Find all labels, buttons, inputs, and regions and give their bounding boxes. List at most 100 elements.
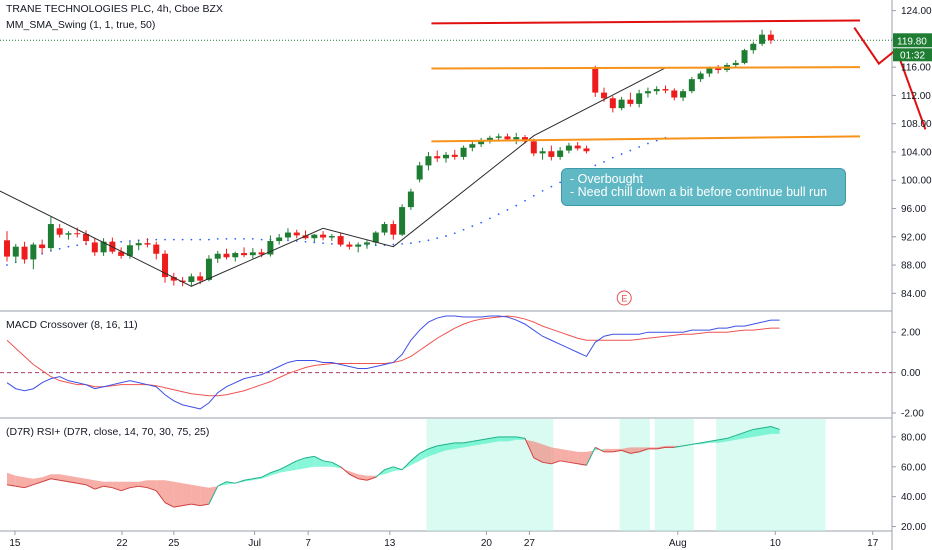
candle-body bbox=[284, 232, 291, 238]
annotation-callout[interactable]: - Overbought - Need chill down a bit bef… bbox=[561, 168, 846, 206]
candle-body bbox=[539, 151, 546, 154]
rsi-line-segment bbox=[68, 481, 78, 484]
candle-body bbox=[197, 276, 204, 281]
candle bbox=[118, 247, 125, 259]
rsi-band-segment bbox=[498, 436, 508, 442]
candle bbox=[65, 231, 72, 240]
rsi-line-segment bbox=[375, 469, 385, 478]
sma-point bbox=[287, 239, 289, 242]
rsi-band-segment bbox=[551, 447, 561, 464]
candle bbox=[21, 241, 28, 264]
candle bbox=[715, 65, 722, 74]
sma-point bbox=[6, 264, 8, 266]
price-axis-label: 96.00 bbox=[901, 204, 926, 215]
candle-body bbox=[320, 234, 327, 238]
candle bbox=[460, 145, 467, 160]
rsi-line-segment bbox=[200, 503, 210, 507]
candle-body bbox=[732, 62, 739, 66]
candle-body bbox=[135, 243, 142, 246]
sma-point bbox=[550, 185, 553, 188]
rsi-overbought-zone bbox=[619, 419, 650, 531]
candle-body bbox=[179, 280, 186, 283]
candle bbox=[205, 255, 212, 282]
candle bbox=[135, 240, 142, 251]
candle-body bbox=[83, 233, 90, 242]
rsi-band-segment bbox=[770, 426, 780, 434]
candle bbox=[644, 87, 651, 98]
candle bbox=[12, 243, 19, 263]
rsi-line-segment bbox=[278, 464, 289, 471]
candle bbox=[425, 151, 432, 171]
candle-body bbox=[118, 251, 125, 256]
candle bbox=[284, 228, 291, 240]
candle-body bbox=[451, 154, 458, 157]
price-axis-label: 112.00 bbox=[901, 91, 931, 102]
candle bbox=[4, 231, 10, 262]
sma-point bbox=[594, 164, 597, 167]
rsi-line-segment bbox=[331, 461, 341, 468]
candle-body bbox=[56, 228, 63, 235]
candle-body bbox=[425, 156, 432, 166]
candle-body bbox=[100, 241, 107, 253]
rsi-band-segment bbox=[296, 457, 306, 470]
candle-body bbox=[565, 145, 572, 151]
rsi-axis-label: 40.00 bbox=[901, 492, 926, 503]
sma-point bbox=[524, 199, 526, 202]
rsi-band-segment bbox=[454, 442, 464, 449]
rsi-line-segment bbox=[155, 490, 166, 503]
candle-body bbox=[609, 98, 616, 109]
candle-body bbox=[355, 244, 362, 247]
rsi-line-segment bbox=[481, 437, 490, 441]
rsi-line-segment bbox=[41, 478, 52, 483]
rsi-line-segment bbox=[551, 460, 561, 465]
last-price-tag bbox=[893, 33, 932, 48]
sma-point bbox=[172, 238, 175, 241]
rsi-line-segment bbox=[252, 476, 262, 480]
candle-body bbox=[337, 236, 344, 245]
candle-body bbox=[91, 242, 98, 253]
candle-body bbox=[170, 277, 177, 281]
rsi-line-segment bbox=[595, 446, 605, 453]
rsi-line-segment bbox=[322, 460, 332, 463]
rsi-line-segment bbox=[305, 455, 315, 459]
sma-point bbox=[392, 243, 395, 246]
rsi-line-segment bbox=[270, 469, 280, 474]
sma-point bbox=[515, 204, 518, 207]
rsi-line-segment bbox=[726, 434, 736, 439]
rsi-band-segment bbox=[560, 448, 569, 463]
sma-point bbox=[655, 139, 658, 142]
candle bbox=[91, 238, 98, 256]
candle-body bbox=[65, 233, 72, 235]
sma-point bbox=[559, 181, 562, 184]
earnings-marker[interactable] bbox=[616, 290, 632, 306]
x-axis-label: 17 bbox=[867, 538, 879, 549]
sma-point bbox=[304, 240, 307, 243]
candle bbox=[671, 88, 678, 101]
candle-body bbox=[30, 244, 37, 260]
rsi-line-segment bbox=[709, 439, 719, 442]
candle bbox=[83, 230, 90, 246]
candle-body bbox=[662, 89, 669, 91]
rsi-line-segment bbox=[94, 485, 104, 490]
rsi-line-segment bbox=[15, 485, 25, 489]
macd-line bbox=[6, 315, 780, 410]
rsi-line-segment bbox=[472, 439, 482, 442]
candle-body bbox=[741, 50, 748, 63]
candle bbox=[337, 232, 344, 247]
candle-body bbox=[557, 150, 564, 157]
rsi-band-segment bbox=[446, 442, 455, 451]
sma-point bbox=[251, 238, 254, 240]
sma-point bbox=[322, 242, 324, 245]
rsi-line-segment bbox=[445, 442, 455, 445]
swing-line bbox=[0, 67, 666, 287]
rsi-line-segment bbox=[753, 427, 763, 430]
rsi-band-segment bbox=[542, 444, 552, 464]
earnings-marker-label: E bbox=[621, 294, 627, 304]
sma-point bbox=[76, 244, 79, 247]
rsi-band-segment bbox=[735, 432, 745, 440]
sma-point bbox=[216, 238, 219, 240]
rsi-line-segment bbox=[182, 503, 192, 507]
candle bbox=[680, 89, 687, 102]
candle-body bbox=[328, 236, 335, 238]
